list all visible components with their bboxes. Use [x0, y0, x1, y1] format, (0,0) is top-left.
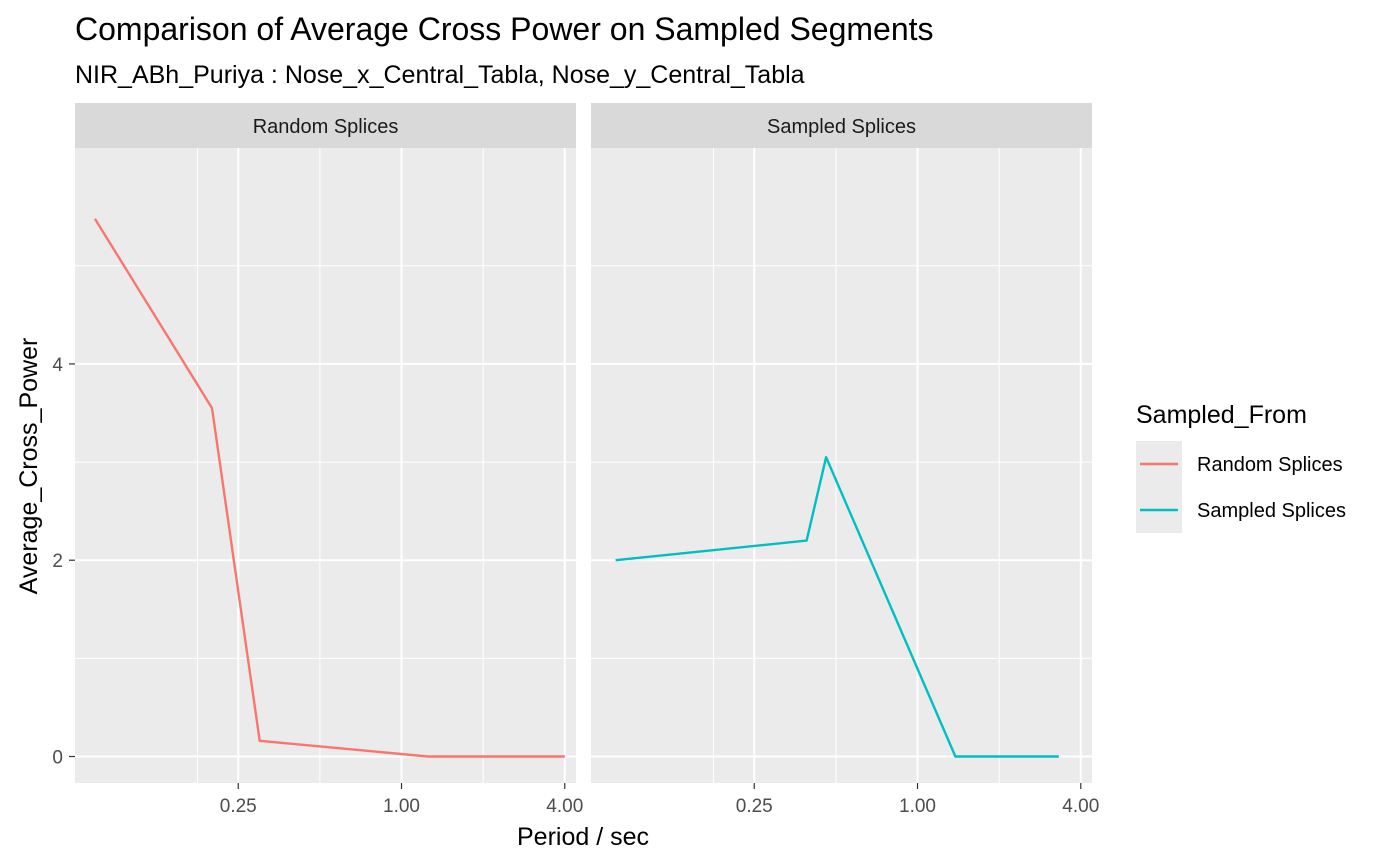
legend-label: Sampled Splices — [1197, 500, 1346, 522]
y-tick-label: 0 — [52, 748, 63, 769]
legend-label: Random Splices — [1197, 454, 1343, 476]
chart-title: Comparison of Average Cross Power on Sam… — [75, 11, 934, 47]
x-tick-label: 1.00 — [899, 796, 936, 817]
chart-subtitle: NIR_ABh_Puriya : Nose_x_Central_Tabla, N… — [75, 61, 805, 89]
x-tick-label: 4.00 — [1062, 796, 1099, 817]
panel-2: Sampled Splices 0.25 1.00 4.00 — [591, 103, 1099, 817]
facet-strip — [75, 103, 576, 148]
facet-label: Random Splices — [253, 116, 399, 138]
x-axis-label: Period / sec — [517, 823, 649, 851]
legend-key-background — [1136, 441, 1182, 533]
x-tick-label: 0.25 — [736, 796, 773, 817]
y-axis-label: Average_Cross_Power — [15, 338, 43, 595]
facet-label: Sampled Splices — [767, 116, 916, 138]
x-tick-label: 1.00 — [383, 796, 420, 817]
legend-title: Sampled_From — [1136, 401, 1307, 429]
series-line — [93, 218, 565, 758]
x-tick-label: 0.25 — [220, 796, 257, 817]
panel-1: Random Splices 0.25 1.00 4.00 — [75, 103, 583, 817]
y-tick-label: 2 — [52, 551, 63, 572]
panel-background — [75, 148, 576, 783]
x-tick-label: 4.00 — [546, 796, 583, 817]
panel-background — [591, 148, 1092, 783]
y-tick-label: 4 — [52, 355, 63, 376]
legend: Sampled_From Random Splices Sampled Splic… — [1136, 401, 1346, 533]
series-line — [615, 456, 1059, 758]
facet-strip — [591, 103, 1092, 148]
